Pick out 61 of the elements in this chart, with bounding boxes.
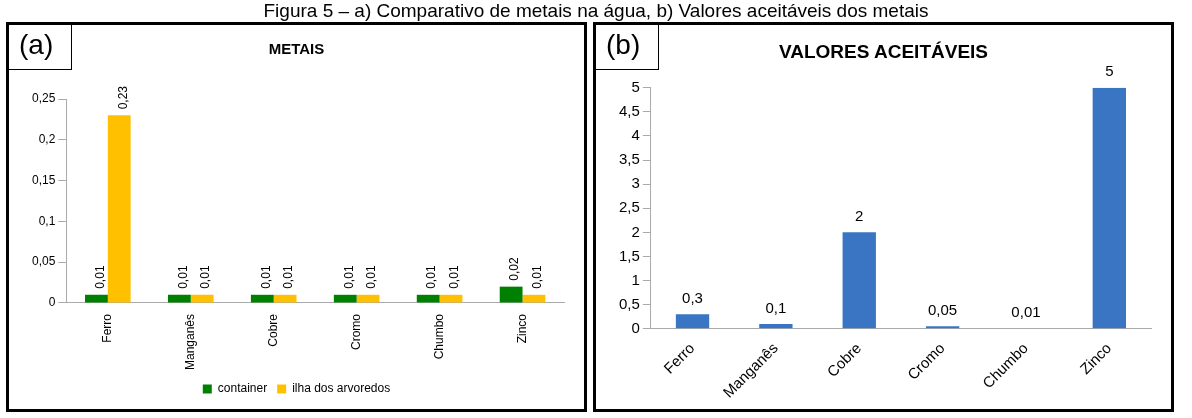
bar (167, 294, 191, 303)
y-tick-label: 5 (631, 77, 640, 95)
data-label: 0,01 (175, 265, 190, 289)
data-label: 0,3 (682, 288, 703, 306)
data-label: 0,01 (447, 265, 462, 289)
bar (1092, 87, 1126, 329)
data-label: 0,01 (424, 265, 439, 289)
data-label: 0,02 (507, 256, 522, 281)
y-tick-label: 4 (631, 126, 640, 144)
x-tick-label: Ferro (100, 313, 115, 343)
bar (190, 294, 214, 303)
data-label: 0,01 (92, 265, 107, 289)
text: Figura 5 – a) Comparativo de metais na água, b) Valores aceitáveis dos metais (263, 0, 929, 21)
data-label: 2 (855, 207, 864, 224)
y-tick-label: 0,25 (32, 91, 56, 106)
y-tick-label: 0,15 (32, 172, 56, 187)
y-tick-label: 2 (631, 222, 640, 240)
y-tick-label: 3,5 (618, 150, 640, 168)
bar (842, 232, 876, 329)
y-tick-label: 0 (48, 295, 56, 310)
bar (675, 314, 710, 329)
y-tick-label: 0,1 (38, 213, 56, 228)
data-label: 0,01 (198, 265, 213, 289)
y-tick-label: 0,5 (618, 294, 640, 312)
data-label: 0,01 (530, 265, 545, 289)
y-tick-label: 0,2 (38, 132, 56, 147)
y-tick-label: 3 (631, 174, 640, 192)
data-label: 0,1 (765, 298, 787, 316)
bar (273, 294, 297, 303)
x-tick-label: Zinco (514, 313, 529, 344)
data-label: 0,01 (1011, 302, 1041, 320)
data-label: 0,05 (928, 300, 958, 318)
x-tick-label: Cromo (348, 313, 363, 350)
x-tick-label: Chumbo (431, 313, 446, 360)
bar (499, 286, 523, 303)
data-label: 0,01 (258, 265, 273, 289)
y-tick-label: 4,5 (618, 102, 640, 120)
bar (250, 294, 274, 303)
bar (107, 115, 131, 303)
bar (333, 294, 357, 303)
y-tick-label: 1,5 (618, 246, 640, 264)
x-tick-label: Manganês (183, 313, 198, 371)
bar (416, 294, 440, 303)
data-label: 0,01 (364, 265, 379, 289)
data-label: 0,23 (115, 85, 130, 110)
data-label: 0,01 (281, 265, 296, 289)
bar (759, 323, 793, 329)
text: (b) (596, 25, 660, 70)
y-tick-label: 0 (631, 318, 640, 336)
y-tick-label: 0,05 (32, 254, 56, 269)
data-label: 0,01 (341, 265, 356, 289)
y-tick-label: 2,5 (618, 198, 640, 216)
bar (85, 294, 108, 303)
chart-title: VALORES ACEITÁVEIS (778, 40, 989, 62)
text: (a) (9, 25, 73, 70)
data-label: 5 (1105, 62, 1114, 80)
x-tick-label: Cobre (266, 313, 281, 347)
chart-title: METAIS (268, 40, 325, 58)
y-tick-label: 1 (631, 270, 640, 288)
legend-label: ilha dos arvoredos (292, 381, 391, 396)
legend-label: container (217, 381, 268, 396)
